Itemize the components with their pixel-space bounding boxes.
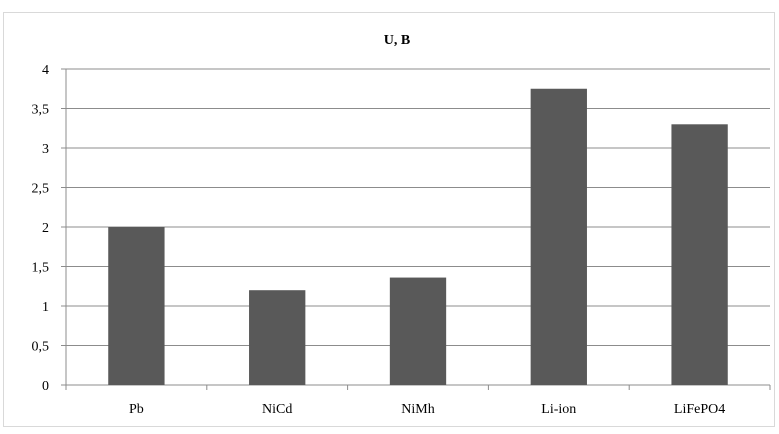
y-tick-label: 3 xyxy=(42,142,49,157)
y-tick-label: 1,5 xyxy=(32,261,50,276)
y-tick-label: 0 xyxy=(42,379,49,394)
bar-lifepo4 xyxy=(671,124,728,386)
y-tick-label: 2,5 xyxy=(32,182,50,197)
y-tick-label: 3,5 xyxy=(32,103,50,118)
x-tick-label: NiMh xyxy=(401,402,434,417)
bar-li-ion xyxy=(530,88,587,385)
y-tick-label: 4 xyxy=(42,63,49,78)
y-tick-label: 0,5 xyxy=(32,340,50,355)
x-tick-labels: Pb NiCd NiMh Li-ion LiFePO4 xyxy=(129,402,725,417)
gridlines xyxy=(61,68,770,386)
x-tick-label: Li-ion xyxy=(541,402,576,417)
x-tick-label: NiCd xyxy=(262,402,292,417)
chart-title: U, B xyxy=(384,33,410,48)
x-tick-label: Pb xyxy=(129,402,144,417)
y-tick-labels: 0 0,5 1 1,5 2 2,5 3 3,5 4 xyxy=(32,63,50,394)
bar-nimh xyxy=(389,277,447,385)
bars xyxy=(108,88,728,386)
y-tick-label: 1 xyxy=(42,300,49,315)
bar-nicd xyxy=(249,290,306,385)
y-tick-label: 2 xyxy=(42,221,49,236)
bar-pb xyxy=(108,227,165,385)
x-tick-label: LiFePO4 xyxy=(674,402,725,417)
